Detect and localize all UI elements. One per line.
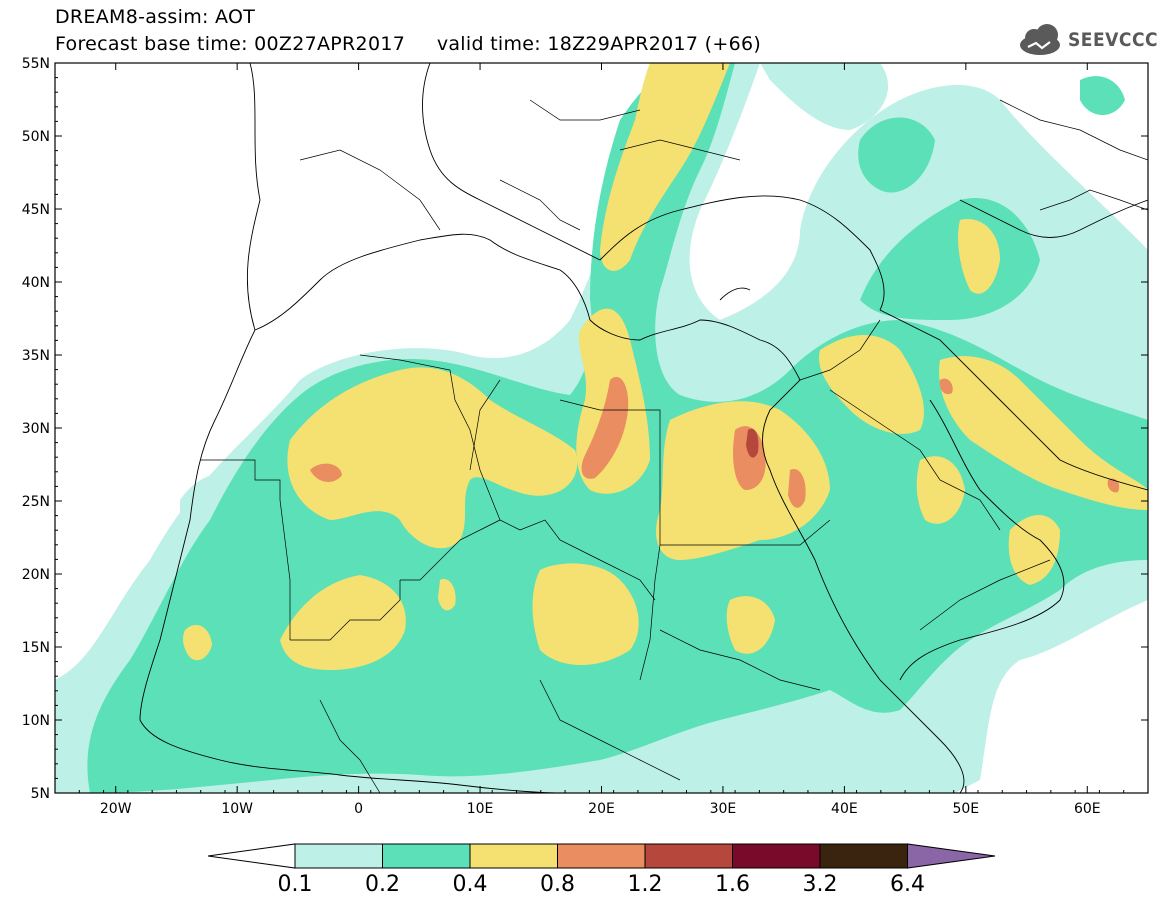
coastlines — [139, 63, 1148, 793]
colorbar-segment — [294, 843, 383, 869]
colorbar — [207, 843, 996, 869]
seevccc-logo — [1020, 24, 1060, 55]
aot-field — [55, 63, 1148, 793]
country-borders — [200, 99, 1148, 793]
longitude-axis: 20W 10W 0 10E 20E 30E 40E 50E 60E — [54, 63, 1149, 817]
lon-label: 50E — [952, 801, 979, 817]
cloud-icon — [1020, 24, 1060, 55]
lat-label: 15N — [22, 640, 50, 656]
colorbar-segment — [557, 843, 646, 869]
colorbar-segment — [644, 843, 733, 869]
colorbar-segment — [732, 843, 821, 869]
colorbar-arrow-low — [207, 843, 296, 869]
lon-label: 30E — [710, 801, 737, 817]
lon-label: 10E — [467, 801, 494, 817]
lat-label: 5N — [31, 786, 50, 802]
lat-label: 40N — [22, 275, 50, 291]
logo-text: SEEVCCC — [1068, 29, 1159, 51]
lat-label: 25N — [22, 494, 50, 510]
colorbar-segment — [469, 843, 558, 869]
lat-label: 45N — [22, 202, 50, 218]
colorbar-label: 0.2 — [365, 872, 400, 897]
colorbar-label: 1.6 — [715, 872, 750, 897]
forecast-times: Forecast base time: 00Z27APR2017 valid t… — [55, 33, 762, 55]
lon-label: 10W — [221, 801, 253, 817]
lon-label: 0 — [354, 801, 363, 817]
colorbar-label: 3.2 — [802, 872, 838, 897]
latitude-axis: 55N 50N 45N 40N 35N 30N 25N 20N 15N 10N 5N — [22, 56, 1148, 802]
lon-label: 40E — [831, 801, 858, 817]
lat-label: 50N — [22, 129, 50, 145]
colorbar-arrow-high — [907, 843, 996, 869]
colorbar-segment — [382, 843, 471, 869]
lat-label: 10N — [22, 713, 50, 729]
lat-label: 30N — [22, 421, 50, 437]
colorbar-segment — [819, 843, 908, 869]
colorbar-label: 1.2 — [627, 872, 663, 897]
lat-label: 20N — [22, 567, 50, 583]
colorbar-label: 0.8 — [540, 872, 575, 897]
lon-label: 20W — [100, 801, 132, 817]
lon-label: 60E — [1074, 801, 1101, 817]
lon-label: 20E — [588, 801, 615, 817]
colorbar-label: 0.4 — [452, 872, 488, 897]
colorbar-label: 0.1 — [277, 872, 313, 897]
map-title: DREAM8-assim: AOT — [55, 6, 256, 28]
lat-label: 35N — [22, 348, 50, 364]
colorbar-label: 6.4 — [890, 872, 925, 897]
aot-band-1.2-1.6 — [746, 428, 759, 458]
lat-label: 55N — [22, 56, 50, 72]
